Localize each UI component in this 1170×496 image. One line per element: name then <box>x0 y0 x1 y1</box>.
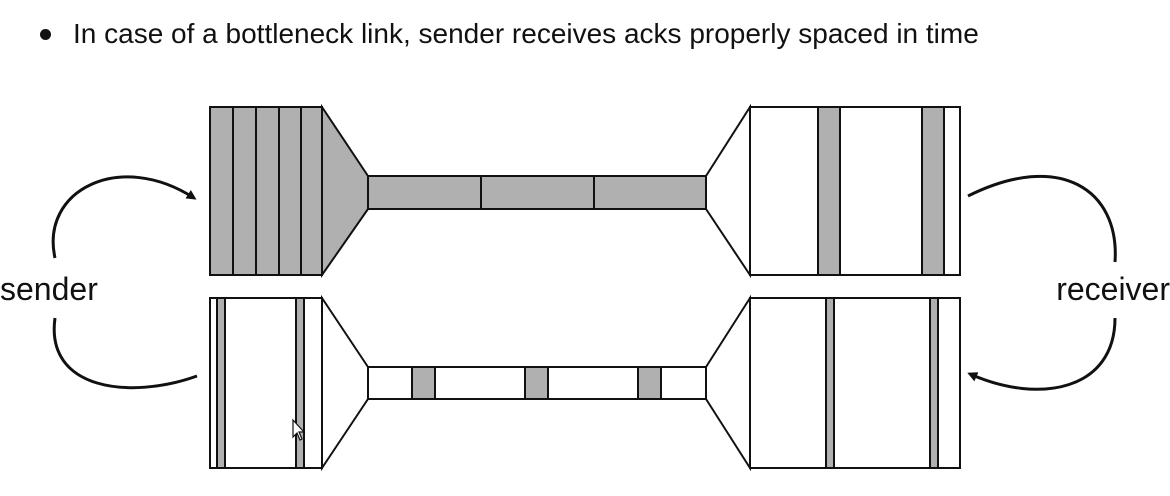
ack-packet <box>825 297 835 469</box>
ack-packet <box>216 297 226 469</box>
ack-packet <box>524 366 549 400</box>
data-path-top <box>209 103 961 279</box>
receiver-buffer-bottom <box>749 297 961 469</box>
sender-loop-arrow-top <box>51 175 197 259</box>
funnel-out-top <box>705 103 751 279</box>
receiver-loop-arrow-top <box>967 174 1117 263</box>
spaced-packet <box>817 106 841 276</box>
sender-buffer-top <box>209 106 323 276</box>
ack-path-bottom <box>209 294 961 472</box>
bottleneck-link-top <box>367 175 707 210</box>
sender-label: sender <box>0 271 98 307</box>
mouse-pointer-icon <box>292 418 306 441</box>
bullet-text: In case of a bottleneck link, sender rec… <box>73 18 979 49</box>
ack-packet <box>929 297 939 469</box>
sender-buffer-bottom <box>209 297 323 469</box>
bullet-point: In case of a bottleneck link, sender rec… <box>40 14 979 54</box>
sender-loop-arrow-bottom <box>52 317 198 390</box>
funnel-in-bottom <box>321 294 369 472</box>
funnel-in-top <box>321 103 369 279</box>
ack-packet <box>411 366 436 400</box>
bullet-dot-icon <box>40 28 51 40</box>
funnel-out-bottom <box>705 294 751 472</box>
spaced-packet <box>921 106 945 276</box>
receiver-buffer-top <box>749 106 961 276</box>
receiver-loop-arrow-bottom <box>967 317 1117 391</box>
ack-link-bottom <box>367 366 707 400</box>
ack-packet <box>637 366 662 400</box>
ack-packet <box>295 297 305 469</box>
receiver-label: receiver <box>1056 271 1170 307</box>
